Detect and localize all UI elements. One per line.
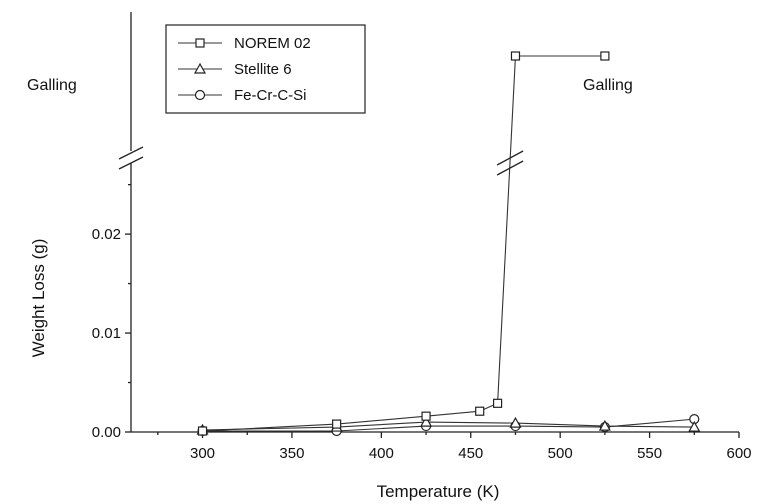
galling-label-left: Galling — [27, 77, 77, 94]
x-tick-label: 400 — [369, 445, 394, 462]
series-line — [202, 418, 695, 432]
x-tick-label: 300 — [190, 445, 215, 462]
data-point — [509, 416, 522, 428]
data-point — [600, 51, 610, 61]
data-point — [197, 426, 208, 436]
legend: NOREM 02 Stellite 6 Fe-Cr-C-Si — [165, 24, 366, 114]
data-point — [510, 51, 521, 61]
y-tick-label: 0.00 — [92, 424, 121, 441]
data-point — [421, 411, 431, 421]
data-point — [420, 415, 433, 427]
y-tick-label: 0.01 — [92, 325, 121, 342]
legend-marker — [193, 62, 207, 74]
data-point — [475, 406, 485, 416]
data-point — [492, 398, 503, 408]
galling-label-right: Galling — [583, 77, 633, 94]
series-norem-02 — [197, 51, 610, 436]
series-layer — [196, 51, 701, 437]
series-break-mark — [496, 160, 524, 176]
data-point — [598, 419, 611, 431]
x-tick-label: 550 — [637, 445, 662, 462]
series-line — [202, 421, 695, 431]
x-tick-label: 600 — [726, 445, 751, 462]
y-axis-title: Weight Loss (g) — [29, 239, 48, 358]
legend-label: Stellite 6 — [234, 61, 292, 78]
axes — [118, 12, 739, 433]
legend-label: NOREM 02 — [234, 35, 311, 52]
legend-marker — [195, 38, 205, 48]
legend-item: Stellite 6 — [178, 61, 292, 78]
data-point — [688, 420, 701, 432]
x-axis-title: Temperature (K) — [377, 482, 500, 501]
legend-marker — [194, 89, 206, 101]
x-tick-label: 500 — [548, 445, 573, 462]
y-axis-break-mark — [118, 146, 144, 160]
x-tick-label: 450 — [458, 445, 483, 462]
legend-item: NOREM 02 — [178, 35, 311, 52]
legend-label: Fe-Cr-C-Si — [234, 87, 307, 104]
data-point — [332, 419, 342, 429]
y-tick-label: 0.02 — [92, 226, 121, 243]
ticks: 300 350 400 450 500 550 600 0.00 0.01 0.02 — [92, 183, 752, 462]
legend-item: Fe-Cr-C-Si — [178, 87, 307, 104]
series-break-mark — [496, 150, 524, 166]
y-axis-break-mark — [118, 156, 144, 170]
x-tick-label: 350 — [279, 445, 304, 462]
